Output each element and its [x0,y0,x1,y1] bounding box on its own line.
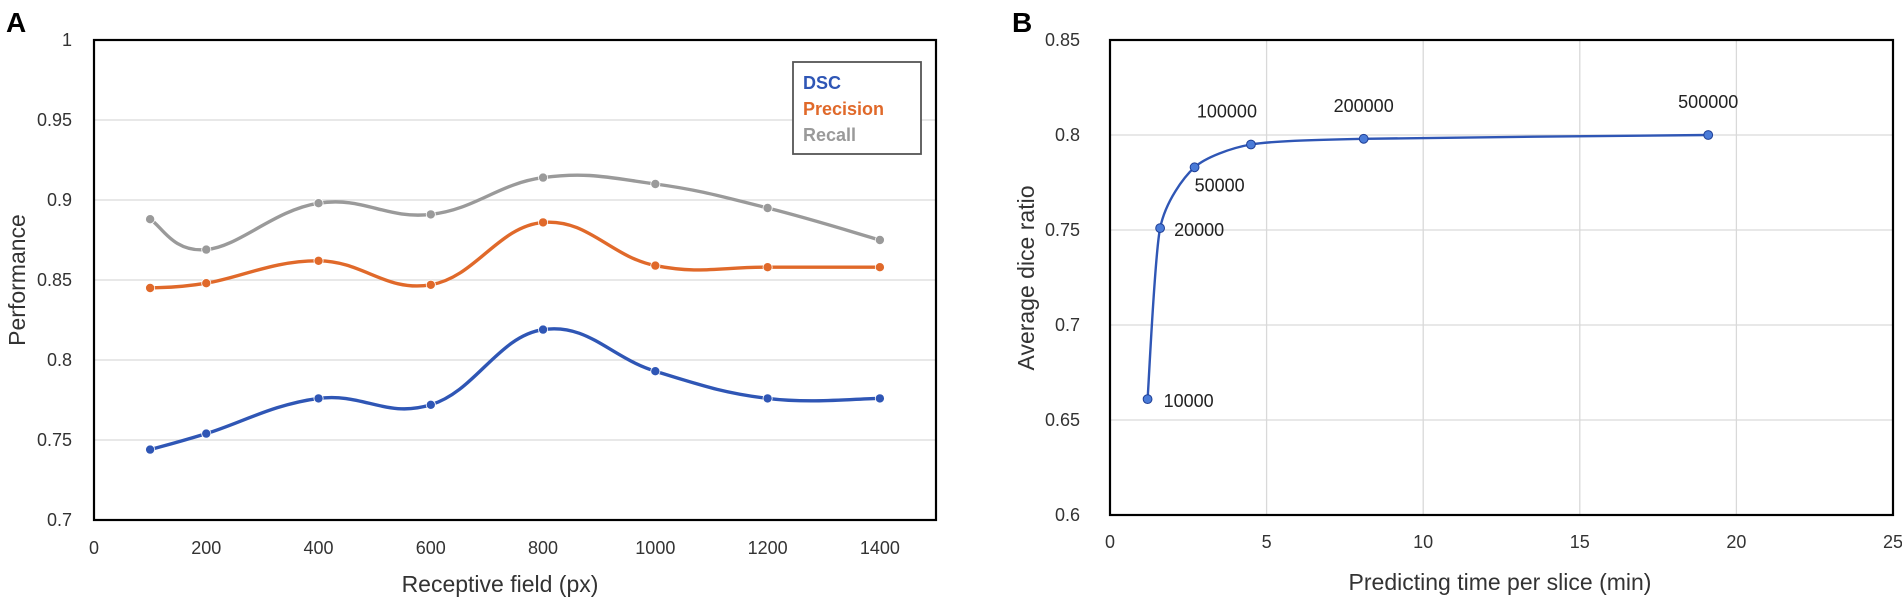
chart-b-y-tick-label: 0.75 [1045,220,1080,240]
chart-a-x-axis-label: Receptive field (px) [402,571,599,597]
chart-a-y-tick-label: 1 [62,30,72,50]
legend-entry-recall: Recall [803,125,856,145]
data-point-precision [313,255,324,266]
data-point-dsc [650,366,661,377]
data-point-precision [874,262,885,273]
data-point-recall [313,198,324,209]
chart-b-x-tick-label: 0 [1105,532,1115,552]
data-point-dsc [874,393,885,404]
data-point-recall [762,202,773,213]
data-point-recall [425,209,436,220]
data-point-recall [145,214,156,225]
chart-b-y-tick-label: 0.65 [1045,410,1080,430]
data-point-average-dice-ratio [1246,139,1256,150]
chart-a-x-tick-label: 200 [191,538,221,558]
data-point-dsc [313,393,324,404]
data-point-dsc [201,428,212,439]
chart-b-x-tick-label: 20 [1726,532,1746,552]
data-point-recall [874,234,885,245]
data-label-20000: 20000 [1174,220,1224,240]
panel-label-b: B [1012,7,1032,38]
data-point-average-dice-ratio [1142,394,1153,405]
chart-b-plot-frame [1108,38,1895,517]
chart-b-x-tick-label: 15 [1570,532,1590,552]
chart-a-y-tick-label: 0.7 [47,510,72,530]
chart-a-legend: DSC Precision Recall [792,61,922,155]
data-point-precision [425,279,436,290]
data-label-50000: 50000 [1195,175,1245,195]
chart-b-x-axis-label: Predicting time per slice (min) [1349,569,1652,595]
data-point-dsc [425,399,436,410]
chart-b-x-tick-label: 5 [1262,532,1272,552]
data-label-10000: 10000 [1164,391,1214,411]
data-point-average-dice-ratio [1189,162,1200,173]
data-point-recall [650,178,661,189]
chart-a-y-tick-label: 0.95 [37,110,72,130]
data-point-dsc [538,324,549,335]
chart-b-x-tick-label: 25 [1883,532,1902,552]
chart-b-y-tick-label: 0.7 [1055,315,1080,335]
data-point-recall [201,244,212,255]
chart-a-y-tick-label: 0.85 [37,270,72,290]
data-point-average-dice-ratio [1358,133,1369,144]
panel-label-a: A [6,7,26,38]
chart-a-series [145,172,885,455]
chart-a-plot-frame [92,38,938,522]
series-line-precision [149,220,880,290]
chart-a-y-tick-label: 0.9 [47,190,72,210]
chart-b-y-tick-label: 0.8 [1055,125,1080,145]
data-point-precision [538,217,549,228]
chart-a-x-tick-label: 0 [89,538,99,558]
chart-b-y-tick-label: 0.85 [1045,30,1080,50]
chart-b-y-axis-label: Average dice ratio [1013,186,1039,371]
data-point-precision [201,278,212,289]
data-point-average-dice-ratio [1703,130,1714,140]
chart-a-x-tick-label: 1000 [635,538,675,558]
chart-a-x-tick-label: 800 [528,538,558,558]
chart-a-x-tick-label: 400 [304,538,334,558]
data-point-dsc [762,393,773,404]
data-label-200000: 200000 [1334,96,1394,116]
chart-a-x-tick-label: 600 [416,538,446,558]
chart-a-y-tick-label: 0.8 [47,350,72,370]
chart-a-y-tick-label: 0.75 [37,430,72,450]
legend-entry-dsc: DSC [803,73,841,93]
chart-b-x-tick-label: 10 [1413,532,1433,552]
data-point-dsc [145,444,156,455]
chart-a-x-tick-label: 1400 [860,538,900,558]
chart-a-y-axis-label: Performance [4,214,30,346]
chart-a-x-tick-label: 1200 [748,538,788,558]
data-label-500000: 500000 [1678,92,1738,112]
series-line-dsc [149,327,880,452]
chart-a-tick-labels: 0.7 0.75 0.8 0.85 0.9 0.95 1 0 200 400 600 800 1000 1… [37,30,900,558]
series-line-recall [149,173,881,252]
chart-b-tick-labels: 0.6 0.65 0.7 0.75 0.8 0.85 0 5 10 15 20 25 [1045,30,1902,552]
data-point-precision [650,260,661,271]
legend-entry-precision: Precision [803,99,884,119]
data-point-recall [538,172,549,183]
chart-a-receptive-field: 0.7 0.75 0.8 0.85 0.9 0.95 1 0 200 400 600 800 1000 1… [4,30,938,597]
chart-b-y-tick-label: 0.6 [1055,505,1080,525]
data-point-average-dice-ratio [1155,223,1166,234]
legend-box [792,61,922,155]
chart-b-series: 10000 20000 50000 100000 200000 500000 [1142,92,1738,411]
data-point-precision [145,282,156,293]
data-point-precision [762,262,773,273]
data-label-100000: 100000 [1197,102,1257,122]
